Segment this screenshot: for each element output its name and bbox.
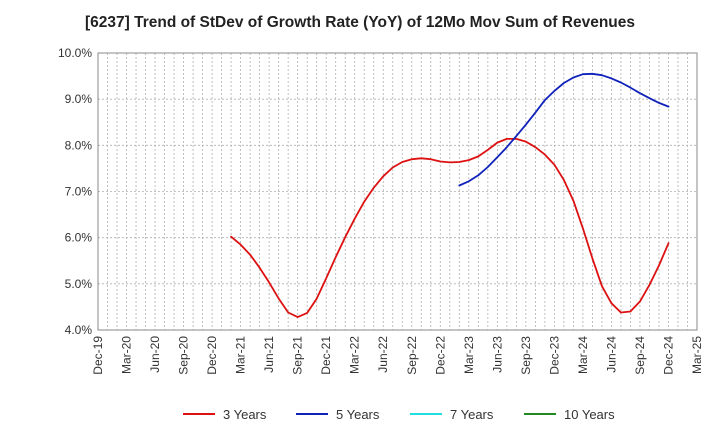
x-tick-label: Jun-24: [604, 336, 618, 373]
x-tick-label: Sep-20: [177, 336, 191, 375]
x-tick-label: Mar-23: [462, 336, 476, 374]
legend-label-10-years: 10 Years: [564, 407, 615, 422]
plot-border: [97, 52, 698, 331]
x-tick-label: Jun-20: [148, 336, 162, 373]
x-tick-label: Jun-21: [262, 336, 276, 373]
x-tick-label: Dec-19: [91, 336, 105, 375]
x-tick-label: Dec-22: [433, 336, 447, 375]
y-tick-label: 7.0%: [65, 185, 93, 199]
y-tick-label: 8.0%: [65, 138, 93, 152]
x-tick-label: Sep-23: [519, 336, 533, 375]
x-tick-label: Mar-20: [120, 336, 134, 374]
x-tick-label: Dec-23: [547, 336, 561, 375]
x-tick-label: Dec-24: [661, 336, 675, 375]
x-tick-label: Sep-24: [633, 336, 647, 375]
y-tick-label: 9.0%: [65, 92, 93, 106]
x-tick-label: Mar-22: [348, 336, 362, 374]
plot-area: [98, 53, 697, 330]
x-tick-label: Dec-21: [319, 336, 333, 375]
legend-label-7-years: 7 Years: [450, 407, 494, 422]
x-tick-label: Mar-21: [234, 336, 248, 374]
y-tick-label: 4.0%: [65, 323, 93, 337]
y-tick-label: 10.0%: [58, 46, 92, 60]
y-tick-label: 5.0%: [65, 277, 93, 291]
x-tick-label: Sep-21: [291, 336, 305, 375]
chart-title: [6237] Trend of StDev of Growth Rate (Yo…: [84, 14, 636, 31]
x-tick-label: Jun-22: [376, 336, 390, 373]
x-tick-label: Jun-23: [490, 336, 504, 373]
x-tick-label: Dec-20: [205, 336, 219, 375]
series-line-5-years: [458, 72, 670, 187]
x-tick-label: Mar-25: [690, 336, 704, 374]
legend-label-5-years: 5 Years: [336, 407, 380, 422]
x-tick-label: Mar-24: [576, 336, 590, 374]
series-line-3-years: [230, 137, 670, 319]
x-tick-label: Sep-22: [405, 336, 419, 375]
y-tick-label: 6.0%: [65, 231, 93, 245]
legend-label-3-years: 3 Years: [223, 407, 267, 422]
